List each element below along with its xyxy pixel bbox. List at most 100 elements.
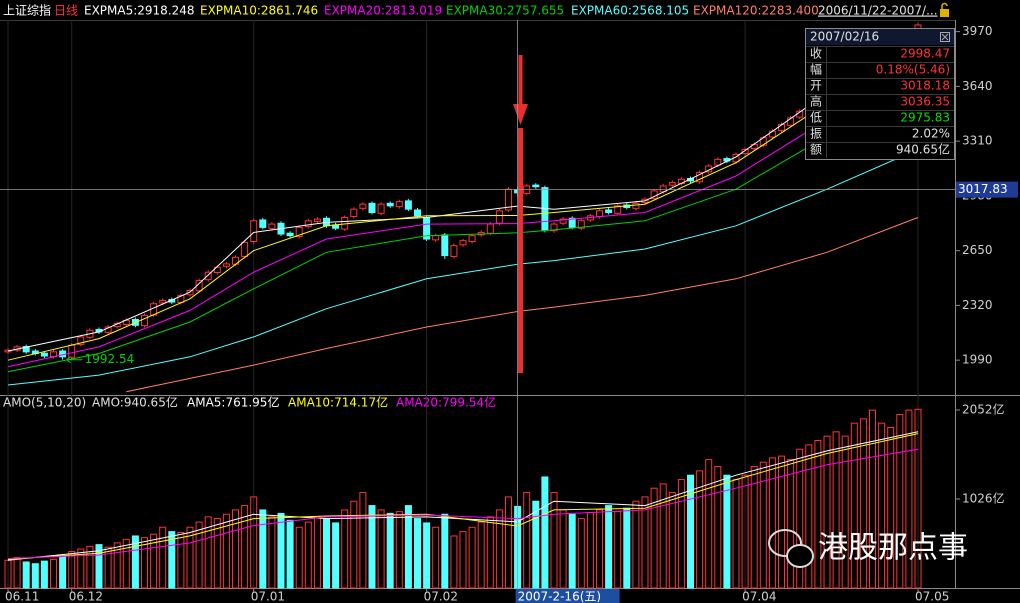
volume-bar <box>832 431 840 589</box>
candle-body <box>141 314 148 327</box>
x-tick-label: 07.01 <box>251 590 285 603</box>
volume-bar <box>814 440 822 589</box>
volume-bar <box>40 560 48 589</box>
legend-entry: EXPMA10:2861.746 <box>200 4 318 18</box>
info-label: 幅 <box>810 62 822 77</box>
volume-bar <box>905 409 913 589</box>
volume-bar <box>323 518 330 589</box>
date-range[interactable]: 2006/11/22-2007/... <box>818 4 938 18</box>
volume-bar <box>523 492 531 589</box>
volume-bar <box>4 559 12 589</box>
x-tick-label: 06.12 <box>69 590 103 603</box>
volume-bar <box>168 531 176 589</box>
ma-line <box>7 56 919 368</box>
volume-bar <box>878 422 886 589</box>
volume-bar <box>232 509 239 589</box>
candle-body <box>268 223 276 229</box>
candle-body <box>4 349 12 353</box>
volume-bar <box>68 551 76 589</box>
volume-bar <box>131 535 139 589</box>
ma-line <box>7 75 919 373</box>
volume-bar <box>869 409 876 589</box>
candle-body <box>605 209 613 213</box>
volume-bar <box>359 492 367 589</box>
volume-bar <box>887 426 895 589</box>
volume-bar <box>641 496 649 589</box>
volume-bar <box>332 522 340 589</box>
volume-legend: AMO:940.65亿 <box>92 395 178 410</box>
candle-body <box>50 351 57 358</box>
volume-title: AMO(5,10,20) <box>3 396 86 410</box>
info-value: 3036.35 <box>900 95 950 109</box>
y2-tick-label: 2052亿 <box>962 401 1005 416</box>
volume-bar <box>313 516 321 589</box>
crosshair-price: 3017.83 <box>958 182 1008 196</box>
volume-bar <box>423 522 431 589</box>
y-tick-label: 3640 <box>962 79 993 93</box>
volume-bar <box>31 563 39 589</box>
index-name: 上证综指 <box>3 3 51 18</box>
candle-body <box>532 184 540 188</box>
candle-body <box>295 226 303 238</box>
volume-bar <box>850 422 858 589</box>
info-label: 额 <box>810 143 822 157</box>
volume-bar <box>796 448 804 589</box>
info-value: 2998.47 <box>900 47 950 61</box>
close-button[interactable] <box>940 32 950 42</box>
volume-bar <box>414 518 421 589</box>
volume-bar <box>59 556 67 589</box>
volume-bar <box>477 521 485 589</box>
volume-bar <box>395 511 403 589</box>
volume-bar <box>632 500 640 589</box>
crosshair-price-box <box>956 181 1018 198</box>
volume-bar <box>896 413 904 589</box>
candle-body <box>668 182 676 186</box>
volume-bar <box>341 509 349 589</box>
legend-entry: EXPMA5:2918.248 <box>84 4 195 18</box>
info-label: 振 <box>810 127 822 141</box>
lock-icon[interactable] <box>940 2 949 18</box>
volume-bar <box>368 505 376 589</box>
candle-body <box>241 241 249 257</box>
volume-bar <box>723 474 731 589</box>
low-marker-arrow <box>66 356 83 364</box>
info-value: 2975.83 <box>900 111 950 125</box>
volume-bar <box>687 474 694 589</box>
candle-body <box>432 235 440 241</box>
volume-bar <box>50 558 57 589</box>
candle-body <box>395 201 403 208</box>
candle-body <box>304 220 312 228</box>
candle-body <box>414 209 421 217</box>
volume-bar <box>150 533 158 589</box>
candle-body <box>313 218 321 222</box>
candle-body <box>559 218 567 224</box>
volume-bar <box>778 455 785 589</box>
volume-bar <box>432 526 440 589</box>
legend-entry: AMA5:761.95亿 <box>187 395 279 410</box>
candle-body <box>404 200 412 210</box>
volume-bar <box>495 509 503 589</box>
x-tick-label: 07.05 <box>915 590 949 603</box>
volume-bar <box>759 461 767 589</box>
candle-body <box>350 208 358 217</box>
y2-tick-label: 1026亿 <box>962 490 1005 505</box>
candle-body <box>22 346 30 353</box>
candle-body <box>359 203 367 209</box>
volume-bar <box>177 531 185 589</box>
volume-bar <box>195 521 203 589</box>
ma-line <box>7 148 919 386</box>
volume-bar <box>259 509 267 589</box>
volume-bar <box>386 512 394 589</box>
candle-body <box>259 219 267 228</box>
volume-bar <box>805 444 813 589</box>
legend-entry: EXPMA20:2813.019 <box>324 4 442 18</box>
candle-body <box>468 235 476 243</box>
y-tick-label: 1990 <box>962 353 993 367</box>
volume-bar <box>677 479 685 589</box>
volume-bar <box>841 435 849 589</box>
legend-entry: AMA10:714.17亿 <box>288 395 388 410</box>
y-tick-label: 3970 <box>962 24 993 38</box>
volume-bar <box>541 476 549 589</box>
